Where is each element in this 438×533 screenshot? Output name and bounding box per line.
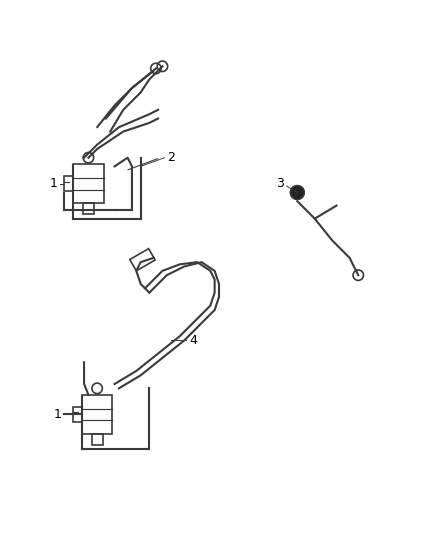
Text: 2: 2 [167,151,175,164]
Bar [92,434,102,445]
Text: 3: 3 [276,177,284,190]
Bar [82,395,113,434]
Circle shape [290,185,304,199]
Text: 1: 1 [54,408,62,421]
Bar [83,204,94,214]
Bar [130,249,155,271]
Bar [64,176,73,191]
Bar [73,407,82,422]
Text: 1: 1 [49,177,57,190]
Bar [73,164,104,204]
Text: 4: 4 [189,334,197,347]
